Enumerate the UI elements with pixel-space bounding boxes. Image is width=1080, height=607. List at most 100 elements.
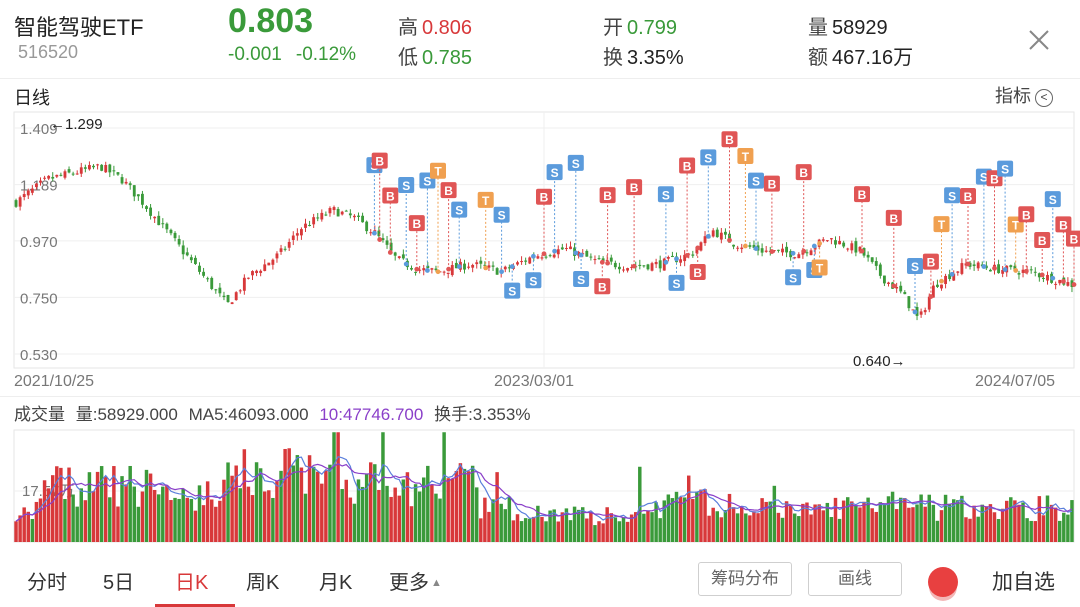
volume-bar xyxy=(103,476,108,542)
candle-body xyxy=(552,254,556,258)
volume-bar xyxy=(22,507,26,542)
amount-value: 467.16万 xyxy=(832,47,914,69)
volume-bar xyxy=(491,499,495,542)
trade-marker-t xyxy=(430,162,446,179)
chip-distribution-button[interactable]: 筹码分布 xyxy=(698,562,792,596)
candle-body xyxy=(585,250,589,257)
trade-marker-b xyxy=(371,152,388,169)
candle-body xyxy=(564,247,568,249)
tab-monthly-k[interactable]: 月K xyxy=(319,572,353,594)
stock-name: 智能驾驶ETF xyxy=(14,15,144,40)
volume-bar xyxy=(430,484,434,542)
volume-bar xyxy=(874,511,878,542)
volume-ma5: MA5:46093.000 xyxy=(188,405,309,424)
candle-body xyxy=(944,275,948,284)
caret-up-icon: ▲ xyxy=(431,577,442,589)
candle-body xyxy=(361,215,365,223)
draw-line-button[interactable]: 画线 xyxy=(808,562,902,596)
tab-more[interactable]: 更多 ▲ xyxy=(389,572,442,594)
volume-bar xyxy=(980,504,984,542)
candle-body xyxy=(793,257,797,259)
trade-marker-label: B xyxy=(598,280,607,294)
volume-bar xyxy=(75,506,79,542)
candle-body xyxy=(503,266,507,270)
close-icon[interactable] xyxy=(1026,27,1052,53)
trade-marker-label: S xyxy=(980,171,988,185)
volume-bar xyxy=(140,491,145,542)
volume-bar xyxy=(1017,504,1021,542)
kline-period-label: 日线 xyxy=(14,88,50,108)
candle-body xyxy=(821,239,825,241)
volume-bar xyxy=(927,494,931,542)
candle-body xyxy=(442,271,446,273)
y-tick-label: 0.750 xyxy=(20,290,58,307)
candle-body xyxy=(193,257,197,264)
candle-body xyxy=(711,230,715,237)
trade-marker-s xyxy=(997,160,1014,177)
tab-weekly-k[interactable]: 周K xyxy=(246,572,280,594)
candle-body xyxy=(874,261,878,266)
candle-body xyxy=(850,243,854,251)
volume-bar xyxy=(589,511,593,542)
trade-marker-b xyxy=(885,209,902,226)
trade-marker-b xyxy=(382,187,399,204)
add-watchlist-button[interactable]: 加自选 xyxy=(992,571,1055,594)
volume-bar xyxy=(1013,500,1017,542)
volume-frame xyxy=(13,429,1075,543)
price-change: -0.001 -0.12% xyxy=(228,44,356,66)
volume-bar xyxy=(165,485,169,542)
marker-dot xyxy=(541,251,547,257)
volume-bar xyxy=(499,503,503,542)
volume-chart[interactable]: 17.57万 xyxy=(0,426,1080,544)
volume-bar xyxy=(809,514,813,542)
volume-bar xyxy=(841,500,846,542)
candle-body xyxy=(418,269,422,271)
candle-body xyxy=(312,217,316,225)
candle-body xyxy=(39,180,42,183)
volume-bar xyxy=(124,484,128,542)
trade-marker-t xyxy=(477,191,494,208)
candle-body xyxy=(935,284,939,287)
indicator-button[interactable]: 指标 < xyxy=(995,82,1053,108)
volume-bar xyxy=(479,518,483,542)
candle-body xyxy=(752,244,756,248)
candle-body xyxy=(43,177,47,179)
volume-bar xyxy=(421,477,426,542)
candle-body xyxy=(340,211,344,215)
candle-body xyxy=(805,252,809,254)
tab-5day[interactable]: 5日 xyxy=(103,572,135,594)
candle-body xyxy=(316,217,320,219)
record-icon[interactable] xyxy=(928,567,958,597)
volume-bar xyxy=(275,481,279,542)
trade-marker-s xyxy=(573,271,590,288)
trade-marker-s xyxy=(1044,191,1061,208)
candle-body xyxy=(1041,277,1045,279)
candle-body xyxy=(185,252,189,256)
volume-bar xyxy=(536,505,540,542)
trade-marker-b xyxy=(960,188,976,205)
volume-bar xyxy=(189,498,194,542)
volume-bar xyxy=(336,432,340,542)
candle-body xyxy=(169,229,173,234)
volume-bar xyxy=(495,472,499,542)
volume-bar xyxy=(625,521,630,542)
marker-dot xyxy=(403,261,409,267)
volume-bar xyxy=(748,515,752,542)
volume-bar xyxy=(315,471,320,542)
kline-chart[interactable]: 1.4091.1890.9700.7500.530SBBSBSTBSTSSSBS… xyxy=(0,108,1080,370)
volume-bar xyxy=(1037,496,1042,542)
tab-intraday[interactable]: 分时 xyxy=(27,572,67,594)
tab-daily-k[interactable]: 日K xyxy=(175,572,209,594)
low-stat: 低 0.785 xyxy=(398,47,473,69)
volume-bar xyxy=(156,494,161,542)
candle-body xyxy=(1058,279,1062,284)
marker-dot xyxy=(425,268,430,273)
volume-bar xyxy=(580,507,585,542)
candle-body xyxy=(336,208,340,217)
volume-bar xyxy=(356,479,361,542)
candle-body xyxy=(369,232,373,234)
volume-bar xyxy=(703,489,707,542)
trade-marker-s xyxy=(944,187,961,204)
volume-bar xyxy=(617,521,622,542)
volume-bar xyxy=(845,497,850,542)
